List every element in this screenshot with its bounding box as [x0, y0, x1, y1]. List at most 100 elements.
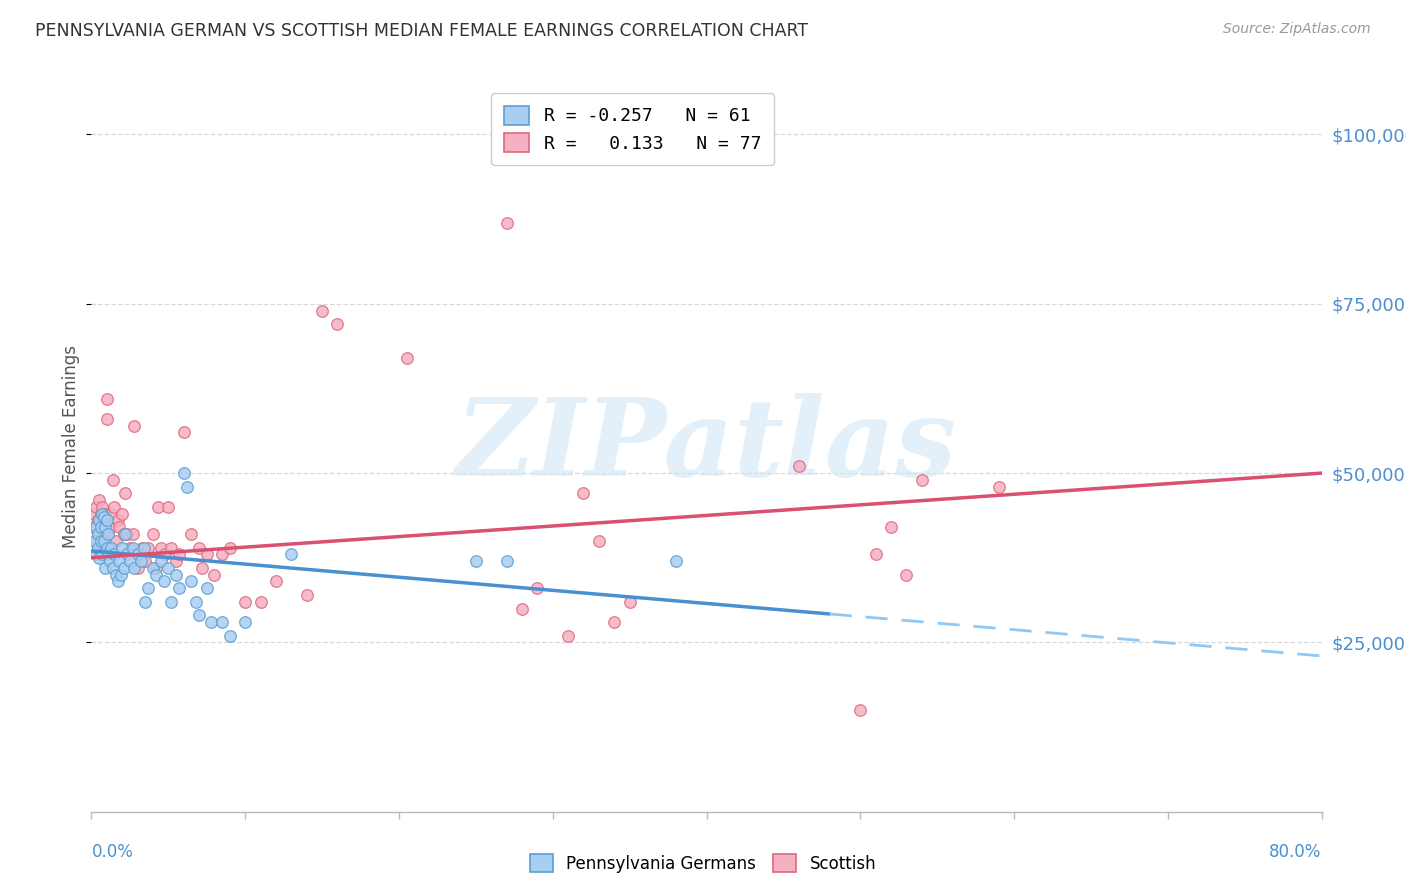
Point — [134, 554, 156, 568]
Point — [191, 561, 214, 575]
Point — [264, 574, 287, 589]
Point — [153, 547, 177, 561]
Point — [160, 541, 183, 555]
Point — [100, 541, 122, 555]
Point — [880, 520, 903, 534]
Point — [122, 527, 145, 541]
Point — [124, 561, 146, 575]
Point — [96, 392, 118, 406]
Legend: Pennsylvania Germans, Scottish: Pennsylvania Germans, Scottish — [523, 847, 883, 880]
Point — [84, 500, 107, 514]
Point — [127, 547, 149, 561]
Point — [84, 547, 107, 561]
Point — [86, 527, 108, 541]
Point — [112, 561, 135, 575]
Point — [510, 601, 533, 615]
Point — [149, 541, 172, 555]
Point — [145, 567, 167, 582]
Point — [188, 608, 211, 623]
Point — [218, 629, 240, 643]
Point — [90, 520, 112, 534]
Point — [93, 533, 115, 548]
Point — [200, 615, 222, 629]
Point — [118, 554, 141, 568]
Point — [603, 615, 626, 629]
Point — [176, 480, 198, 494]
Point — [167, 581, 190, 595]
Point — [129, 554, 152, 568]
Point — [588, 533, 610, 548]
Point — [233, 595, 256, 609]
Point — [896, 567, 918, 582]
Point — [94, 520, 117, 534]
Point — [218, 541, 240, 555]
Point — [108, 554, 131, 568]
Point — [911, 473, 934, 487]
Point — [787, 459, 810, 474]
Point — [311, 303, 333, 318]
Point — [90, 520, 112, 534]
Point — [91, 547, 114, 561]
Point — [86, 541, 108, 555]
Point — [849, 703, 872, 717]
Point — [160, 595, 183, 609]
Point — [184, 595, 207, 609]
Text: ZIPatlas: ZIPatlas — [456, 393, 957, 499]
Point — [118, 541, 141, 555]
Point — [86, 514, 108, 528]
Point — [136, 581, 159, 595]
Point — [124, 418, 146, 433]
Point — [110, 567, 132, 582]
Point — [557, 629, 579, 643]
Point — [114, 527, 136, 541]
Text: 0.0%: 0.0% — [91, 843, 134, 861]
Point — [87, 514, 110, 528]
Point — [93, 514, 115, 528]
Point — [152, 574, 174, 589]
Point — [132, 541, 155, 555]
Point — [233, 615, 256, 629]
Text: PENNSYLVANIA GERMAN VS SCOTTISH MEDIAN FEMALE EARNINGS CORRELATION CHART: PENNSYLVANIA GERMAN VS SCOTTISH MEDIAN F… — [35, 22, 808, 40]
Point — [526, 581, 548, 595]
Point — [105, 567, 127, 582]
Point — [107, 514, 129, 528]
Point — [105, 533, 127, 548]
Point — [149, 554, 172, 568]
Point — [145, 561, 167, 575]
Point — [495, 554, 517, 568]
Point — [165, 567, 187, 582]
Point — [97, 527, 120, 541]
Point — [96, 541, 118, 555]
Point — [114, 486, 136, 500]
Point — [173, 425, 195, 440]
Point — [619, 595, 641, 609]
Point — [86, 541, 108, 555]
Point — [103, 547, 125, 561]
Point — [98, 554, 121, 568]
Point — [180, 527, 202, 541]
Point — [90, 533, 112, 548]
Point — [94, 561, 117, 575]
Point — [97, 547, 120, 561]
Point — [122, 541, 145, 555]
Point — [91, 500, 114, 514]
Text: Source: ZipAtlas.com: Source: ZipAtlas.com — [1223, 22, 1371, 37]
Point — [87, 493, 110, 508]
Point — [146, 500, 169, 514]
Point — [865, 547, 887, 561]
Point — [134, 595, 156, 609]
Point — [101, 561, 124, 575]
Point — [211, 615, 233, 629]
Point — [94, 507, 117, 521]
Point — [101, 473, 124, 487]
Y-axis label: Median Female Earnings: Median Female Earnings — [62, 344, 80, 548]
Point — [665, 554, 688, 568]
Point — [111, 541, 134, 555]
Point — [188, 541, 211, 555]
Point — [127, 547, 149, 561]
Point — [115, 547, 138, 561]
Point — [326, 317, 349, 331]
Point — [395, 351, 418, 365]
Point — [136, 541, 159, 555]
Point — [93, 510, 115, 524]
